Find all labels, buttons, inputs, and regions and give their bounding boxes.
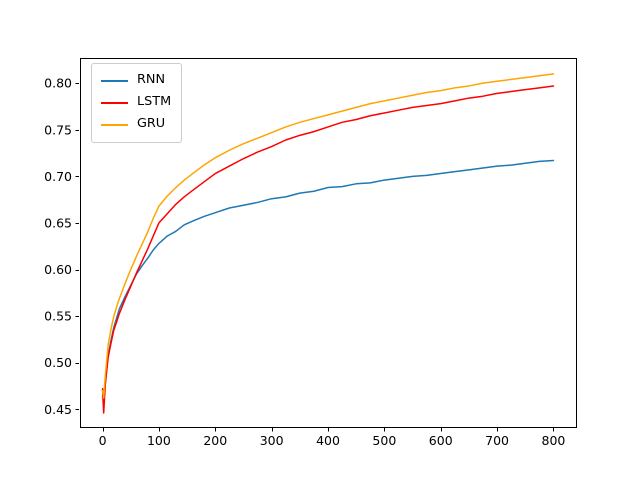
series-line-lstm	[101, 85, 555, 414]
x-tick-label: 800	[542, 433, 566, 448]
x-tick-label: 200	[203, 433, 227, 448]
x-tick-label: 600	[429, 433, 453, 448]
y-tick-label: 0.60	[44, 262, 72, 277]
legend-item-gru: GRU	[101, 114, 171, 136]
legend-line-sample-gru	[101, 124, 128, 126]
legend-item-rnn: RNN	[101, 70, 171, 92]
x-tick-label: 0	[99, 433, 107, 448]
x-tick-label: 500	[372, 433, 396, 448]
legend-item-lstm: LSTM	[101, 92, 171, 114]
legend-label-rnn: RNN	[137, 72, 166, 88]
legend: RNN LSTM GRU	[91, 63, 183, 143]
plot-area-frame	[80, 58, 577, 428]
legend-label-gru: GRU	[137, 116, 166, 132]
x-tick-label: 300	[260, 433, 284, 448]
x-tick-label: 100	[147, 433, 171, 448]
x-tick-label: 700	[485, 433, 509, 448]
y-tick-label: 0.75	[44, 122, 72, 137]
y-tick-label: 0.50	[44, 355, 72, 370]
y-tick-label: 0.45	[44, 402, 72, 417]
y-tick-label: 0.80	[44, 76, 72, 91]
x-tick-label: 400	[316, 433, 340, 448]
y-tick-label: 0.55	[44, 309, 72, 324]
y-tick-label: 0.65	[44, 215, 72, 230]
legend-line-sample-lstm	[101, 102, 128, 104]
y-tick-label: 0.70	[44, 169, 72, 184]
legend-label-lstm: LSTM	[137, 94, 172, 110]
series-line-rnn	[101, 159, 555, 403]
legend-line-sample-rnn	[101, 80, 128, 82]
axis-ticks: 0 100 200 300 400 500 600 700 800 0.45 0.50 0.55 0.6…	[44, 76, 565, 448]
series-line-gru	[101, 73, 555, 399]
series-lines	[101, 73, 555, 414]
